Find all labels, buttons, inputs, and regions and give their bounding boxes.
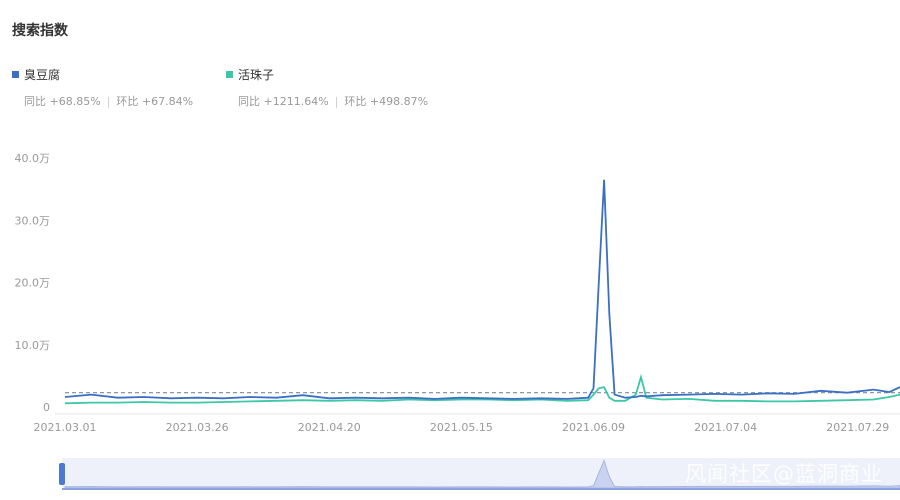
x-tick-label: 2021.07.29 <box>826 421 889 434</box>
y-tick-label: 30.0万 <box>15 214 51 227</box>
x-tick-label: 2021.03.26 <box>166 421 229 434</box>
watermark: 风闻社区@蓝洞商业 <box>685 462 883 486</box>
stat-0: 同比 +68.85% | 环比 +67.84% <box>24 95 194 108</box>
legend-item-0[interactable]: 臭豆腐 <box>12 66 60 83</box>
legend-swatch <box>226 71 233 78</box>
x-tick-label: 2021.04.20 <box>298 421 361 434</box>
legend-item-1[interactable]: 活珠子 <box>226 66 274 83</box>
stat-1: 同比 +1211.64% | 环比 +498.87% <box>238 95 429 108</box>
y-tick-label: 0 <box>43 401 50 414</box>
x-tick-label: 2021.07.04 <box>694 421 757 434</box>
x-tick-label: 2021.05.15 <box>430 421 493 434</box>
series-line-0 <box>64 179 900 400</box>
y-tick-label: 20.0万 <box>15 277 51 290</box>
page-title: 搜索指数 <box>12 23 68 39</box>
data-zoom-preview <box>64 459 900 489</box>
y-tick-label: 40.0万 <box>15 152 51 165</box>
y-tick-label: 10.0万 <box>15 339 51 352</box>
data-zoom-slider <box>62 458 900 490</box>
legend-label: 活珠子 <box>238 68 275 82</box>
x-tick-label: 2021.06.09 <box>562 421 625 434</box>
series-line-1 <box>64 373 900 405</box>
legend-label: 臭豆腐 <box>24 68 61 82</box>
data-zoom-handle-left <box>59 463 65 485</box>
legend-swatch <box>12 71 19 78</box>
x-tick-label: 2021.03.01 <box>34 421 97 434</box>
